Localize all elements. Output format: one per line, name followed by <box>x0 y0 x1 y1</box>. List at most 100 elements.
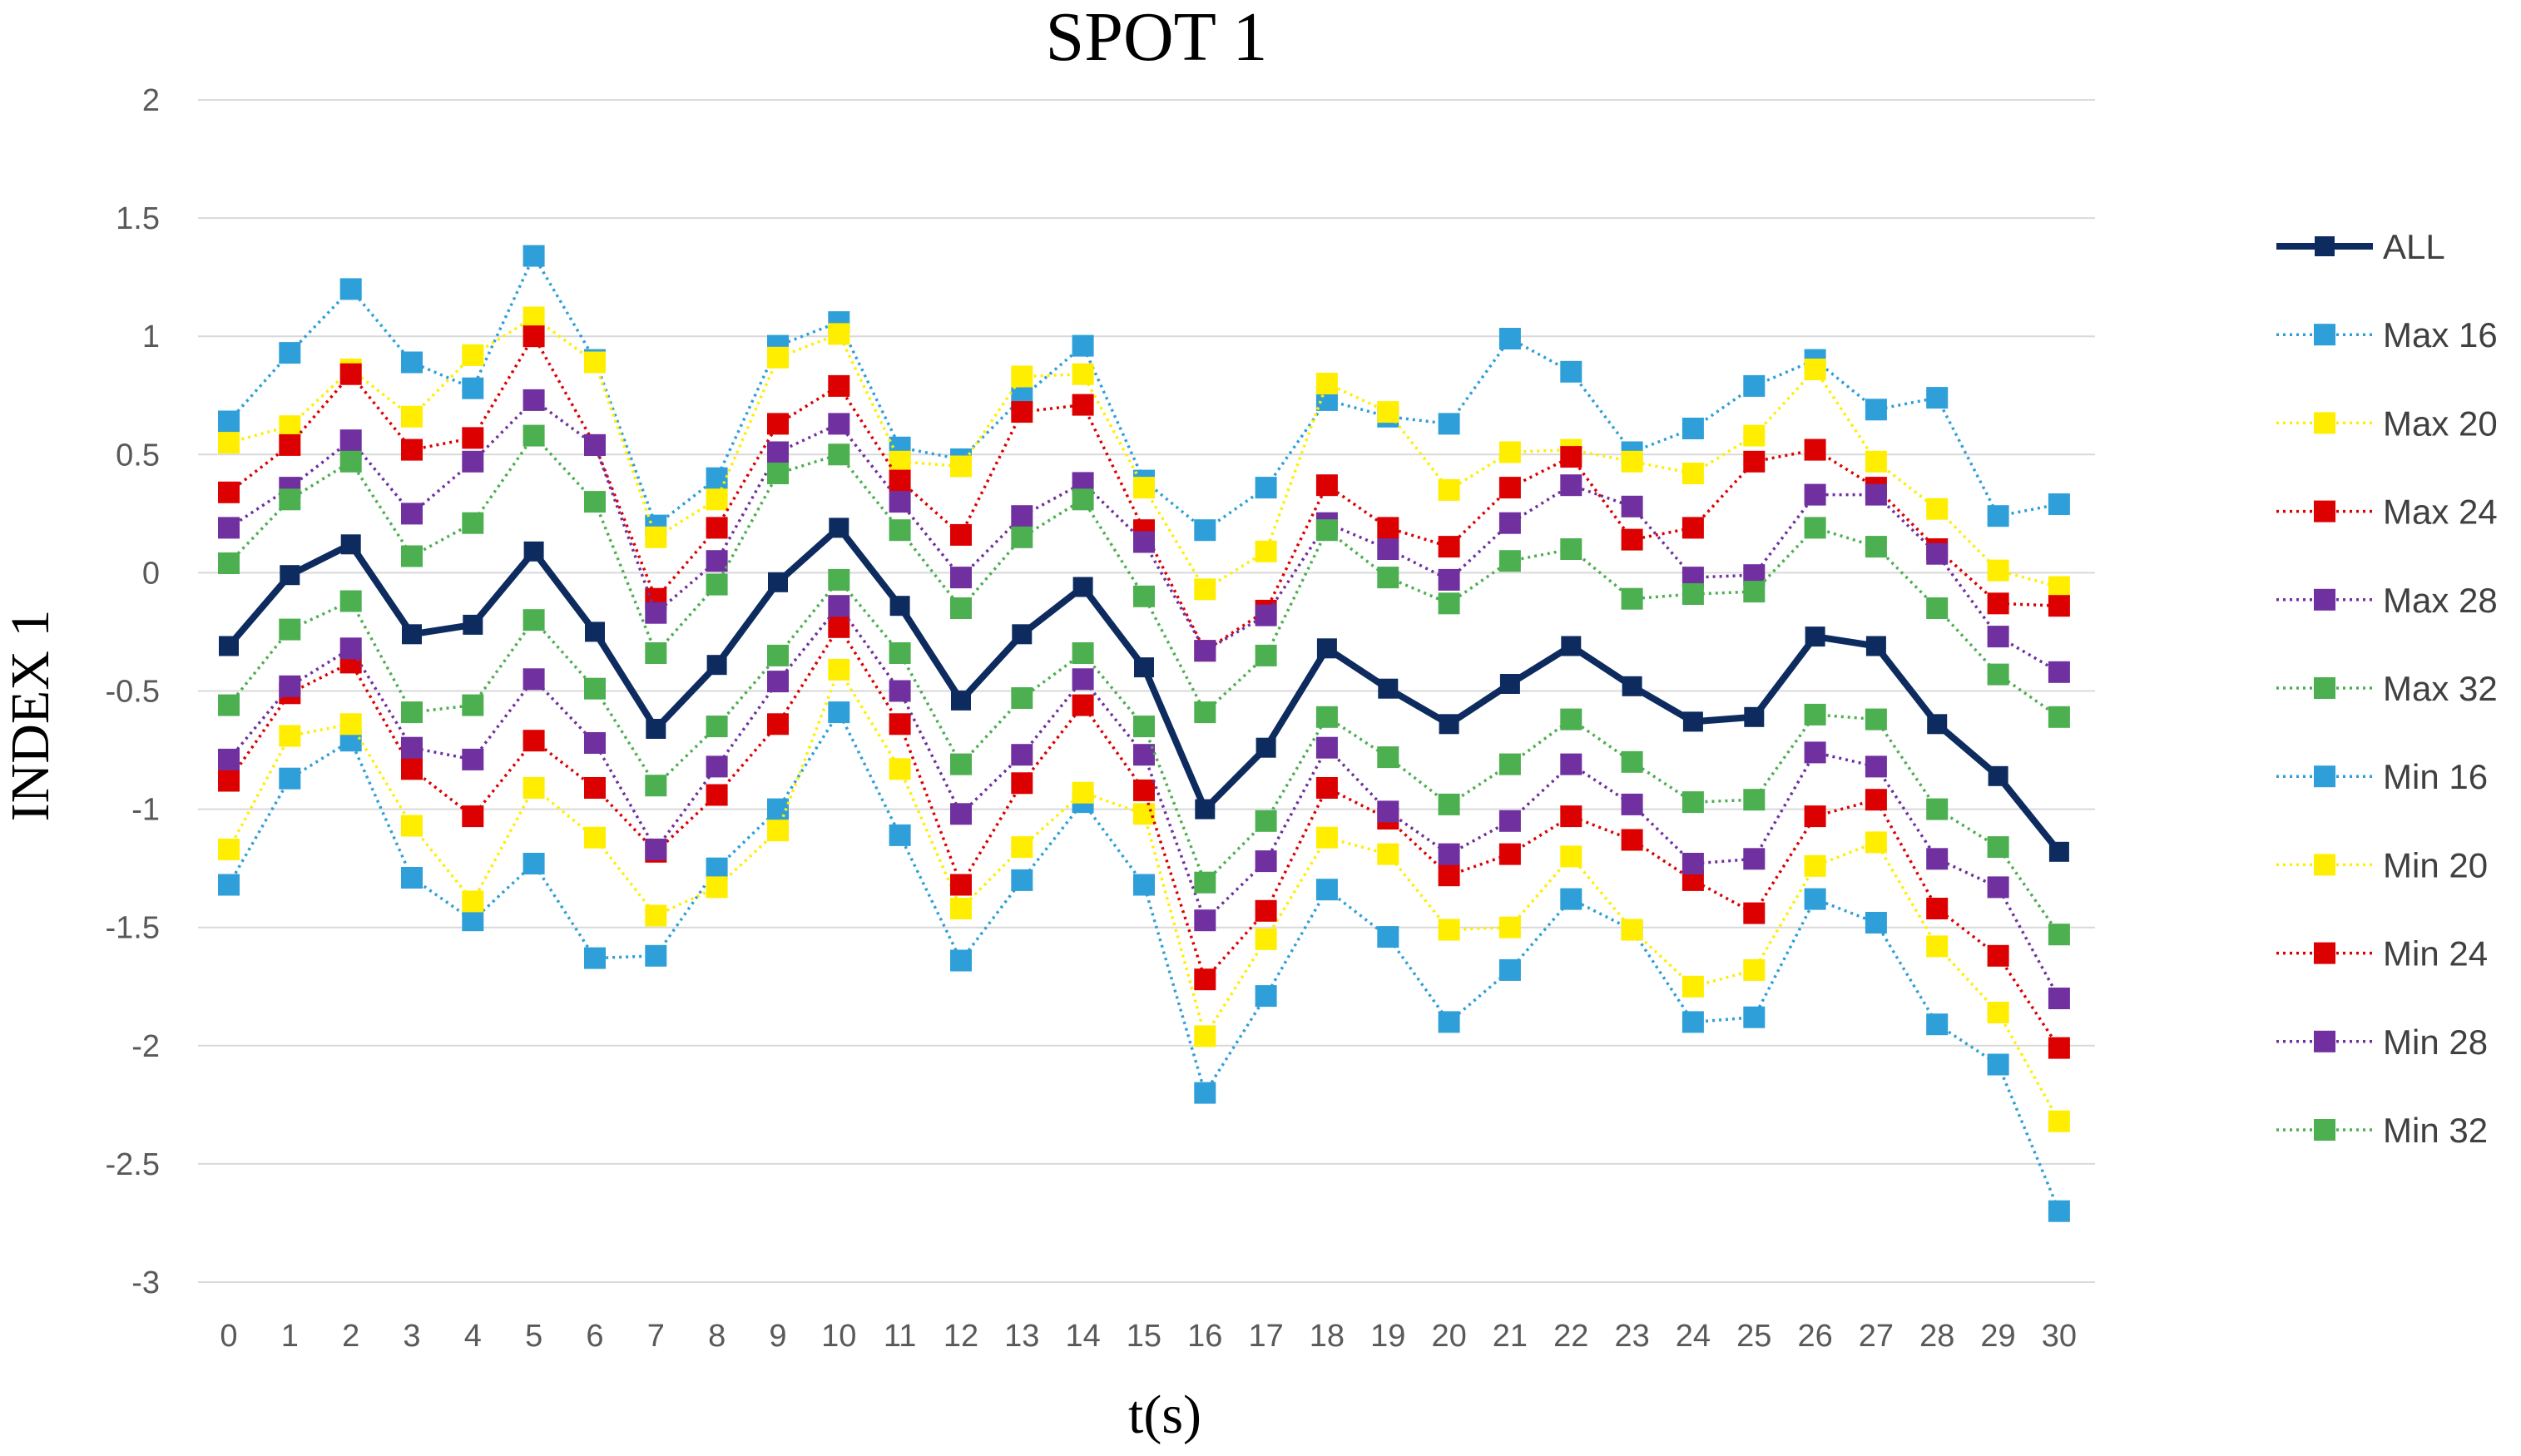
data-point-all <box>1072 577 1093 597</box>
legend-item-max-28: Max 28 <box>2276 581 2498 620</box>
data-point-min-32 <box>1498 753 1521 775</box>
data-point-max-28 <box>706 550 728 572</box>
x-tick-label: 30 <box>2042 1319 2077 1354</box>
data-point-all <box>219 636 239 656</box>
data-point-max-24 <box>1987 592 2009 615</box>
data-point-min-20 <box>889 758 911 780</box>
data-point-max-28 <box>1865 483 1887 506</box>
x-tick-label: 21 <box>1493 1319 1528 1354</box>
data-point-max-24 <box>828 374 850 397</box>
data-point-all <box>1012 624 1033 645</box>
data-point-min-16 <box>828 701 850 724</box>
legend-marker <box>2314 765 2335 788</box>
data-point-min-20 <box>1498 916 1521 938</box>
data-point-min-16 <box>889 824 911 846</box>
data-point-min-32 <box>339 590 362 612</box>
data-point-max-24 <box>2048 595 2070 617</box>
data-point-max-28 <box>1377 538 1399 560</box>
data-point-max-32 <box>828 443 850 466</box>
legend-item-min-32: Min 32 <box>2276 1111 2488 1150</box>
data-point-max-20 <box>828 323 850 345</box>
data-point-max-24 <box>767 413 789 435</box>
x-tick-label: 4 <box>464 1319 482 1354</box>
data-point-max-32 <box>2048 706 2070 728</box>
data-point-min-20 <box>828 658 850 681</box>
data-point-min-28 <box>401 736 423 759</box>
legend-item-min-20: Min 20 <box>2276 845 2488 884</box>
data-point-min-16 <box>1804 888 1826 910</box>
data-point-max-32 <box>218 552 240 574</box>
data-point-max-28 <box>584 433 606 456</box>
data-point-max-32 <box>584 491 606 513</box>
data-point-min-28 <box>584 732 606 754</box>
data-point-min-28 <box>1560 753 1582 775</box>
legend-marker <box>2314 1119 2335 1141</box>
data-point-min-20 <box>950 898 972 919</box>
data-point-all <box>340 534 361 555</box>
data-point-max-32 <box>1315 519 1338 542</box>
data-point-min-16 <box>401 867 423 889</box>
data-point-min-32 <box>1011 687 1033 709</box>
data-point-max-20 <box>1987 559 2009 582</box>
data-point-min-24 <box>523 730 545 752</box>
data-point-min-16 <box>645 944 667 967</box>
data-point-max-20 <box>1377 401 1399 423</box>
data-point-min-20 <box>279 725 301 747</box>
data-point-min-28 <box>1987 876 2009 899</box>
data-point-min-32 <box>645 775 667 797</box>
data-point-min-16 <box>1133 874 1155 896</box>
data-point-max-16 <box>1194 519 1216 542</box>
data-point-max-32 <box>1377 567 1399 589</box>
data-point-all <box>523 541 544 562</box>
x-tick-label: 16 <box>1187 1319 1222 1354</box>
data-point-max-16 <box>1681 418 1704 439</box>
x-tick-label: 14 <box>1065 1319 1100 1354</box>
data-point-max-32 <box>523 424 545 447</box>
data-point-min-32 <box>1926 798 1949 820</box>
data-point-min-16 <box>1926 1013 1949 1036</box>
data-point-min-24 <box>828 616 850 638</box>
data-point-min-16 <box>1560 888 1582 910</box>
data-point-max-28 <box>1011 505 1033 527</box>
legend-marker <box>2314 588 2335 611</box>
data-point-min-24 <box>706 784 728 806</box>
data-point-all <box>2048 841 2069 862</box>
data-point-min-16 <box>1315 879 1338 901</box>
legend-label: Max 24 <box>2383 493 2498 532</box>
data-point-min-28 <box>1438 843 1460 865</box>
data-point-all <box>1988 765 2008 786</box>
data-point-all <box>463 614 483 635</box>
data-point-all <box>889 596 910 617</box>
series-max-16 <box>218 245 2070 542</box>
legend-label: Min 16 <box>2383 757 2488 796</box>
data-point-all <box>1499 674 1520 694</box>
data-point-all <box>1682 711 1703 732</box>
data-point-min-32 <box>218 694 240 716</box>
data-point-max-28 <box>523 389 545 411</box>
data-point-min-20 <box>1865 831 1887 854</box>
data-point-all <box>768 572 788 592</box>
data-point-max-28 <box>1987 626 2009 648</box>
legend-marker <box>2314 942 2335 964</box>
data-point-max-16 <box>279 342 301 364</box>
data-point-max-28 <box>1804 483 1826 506</box>
legend-marker <box>2314 412 2335 434</box>
data-point-min-32 <box>1133 716 1155 738</box>
data-point-min-16 <box>1255 985 1277 1008</box>
legend-label: Min 20 <box>2383 845 2488 884</box>
data-point-min-20 <box>1987 1002 2009 1023</box>
data-point-min-28 <box>1011 744 1033 766</box>
y-tick-label: -1.5 <box>106 911 160 946</box>
x-tick-label: 11 <box>884 1319 916 1354</box>
data-point-max-16 <box>1987 505 2009 527</box>
data-point-min-20 <box>1255 928 1277 950</box>
data-point-max-28 <box>218 517 240 539</box>
data-point-min-24 <box>1011 772 1033 795</box>
x-tick-label: 7 <box>647 1319 665 1354</box>
y-axis-title: INDEX 1 <box>0 610 61 822</box>
data-point-max-32 <box>645 642 667 664</box>
data-point-min-28 <box>339 637 362 660</box>
data-point-max-32 <box>1011 526 1033 548</box>
data-point-min-32 <box>401 701 423 724</box>
data-point-min-20 <box>2048 1110 2070 1132</box>
